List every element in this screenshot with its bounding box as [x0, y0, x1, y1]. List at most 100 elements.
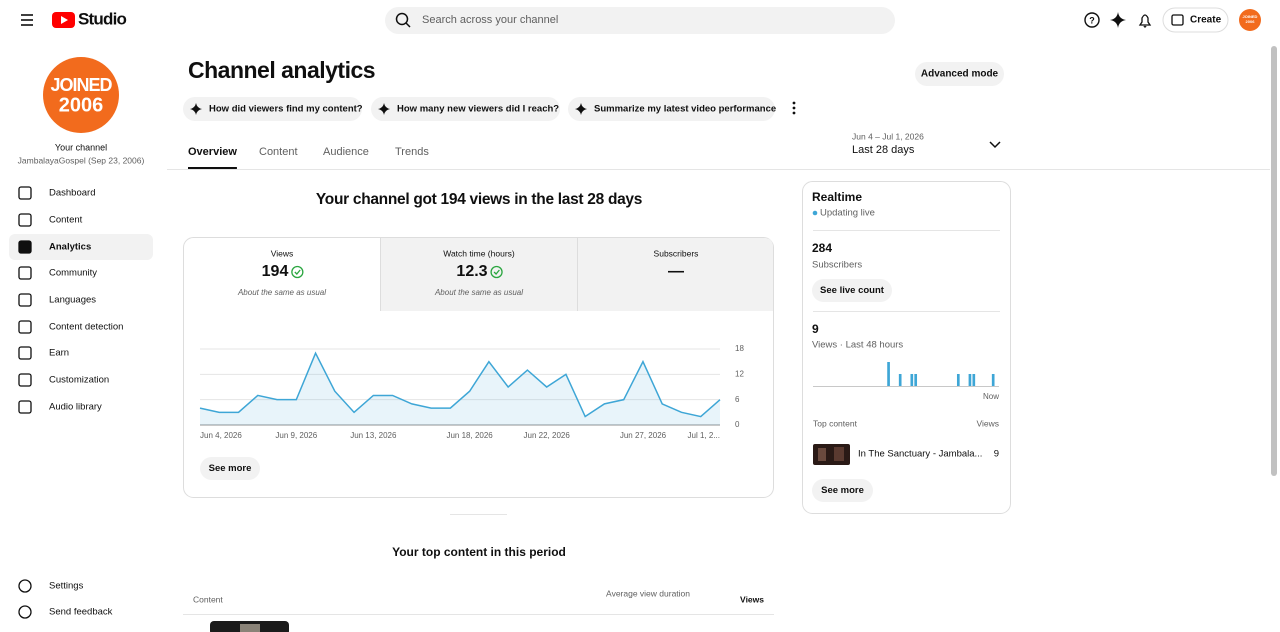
nav-icon: [18, 320, 32, 334]
chip[interactable]: [183, 97, 362, 121]
metric-label[interactable]: Subscribers: [654, 248, 699, 258]
line: [199, 351, 721, 418]
advanced-mode-label[interactable]: Advanced mode: [921, 69, 999, 80]
top-content-label: Top content: [813, 418, 858, 428]
table-header[interactable]: Average view duration: [606, 588, 690, 598]
channel-name: JambalayaGospel (Sep 23, 2006): [18, 155, 145, 165]
metric-note: About the same as usual: [237, 288, 326, 297]
x-tick-label: Jun 22, 2026: [524, 431, 571, 440]
create-label[interactable]: Create: [1190, 15, 1222, 26]
scrollbar-thumb[interactable]: [1271, 46, 1277, 476]
views-count: 9: [812, 322, 819, 336]
nav-item[interactable]: Analytics: [49, 242, 91, 253]
logo-text[interactable]: Studio: [78, 9, 127, 28]
metric-value[interactable]: 12.3: [456, 263, 487, 280]
chip-label[interactable]: How many new viewers did I reach?: [397, 104, 559, 115]
see-more-label[interactable]: See more: [821, 485, 864, 496]
see-live-count-button[interactable]: [812, 279, 892, 302]
nav-icon: [18, 400, 32, 414]
item-thumbnail-detail: [818, 448, 826, 461]
subscribers-label: Subscribers: [812, 260, 862, 271]
nav-item[interactable]: Content: [49, 215, 83, 226]
nav-icon: [18, 605, 32, 619]
nav: Dashboard Content Analytics Community Langua…: [9, 186, 153, 414]
date-dropdown[interactable]: [989, 141, 1001, 149]
table-header: Content: [193, 594, 223, 604]
metric-value[interactable]: —: [668, 263, 684, 280]
help-icon[interactable]: [1084, 12, 1100, 28]
views-header: Views: [976, 418, 999, 428]
x-tick-label: Jun 18, 2026: [446, 431, 493, 440]
nav-icon: [18, 266, 32, 280]
hamburger[interactable]: [21, 14, 33, 26]
notifications-icon[interactable]: [1138, 14, 1152, 28]
nav-item[interactable]: Community: [49, 268, 97, 279]
date-range[interactable]: Jun 4 – Jul 1, 2026: [852, 131, 924, 141]
nav-item[interactable]: Send feedback: [49, 607, 113, 618]
x-tick-label: Jun 27, 2026: [620, 431, 667, 440]
search-box[interactable]: [385, 7, 895, 34]
see-more-button[interactable]: [200, 457, 260, 480]
views-chart: 0 6 12 18 Jun 4, 2026 Jun 9, 2026 Jun 13, 2026…: [199, 344, 744, 440]
chip-label[interactable]: Summarize my latest video performance: [594, 104, 776, 115]
channel-avatar-text: 2006: [59, 94, 104, 116]
y-tick-label: 6: [735, 395, 740, 404]
account-avatar[interactable]: [1239, 9, 1261, 31]
metrics: Views 194 About the same as usual Watch tim…: [237, 248, 698, 297]
bar: [972, 374, 976, 386]
more-menu[interactable]: [792, 101, 796, 115]
ai-icon[interactable]: [1110, 12, 1126, 28]
realtime-chart: [813, 362, 999, 387]
check-icon: [291, 265, 304, 279]
y-tick-label: 0: [735, 420, 740, 429]
channel-label: Your channel: [55, 142, 107, 152]
see-more-label[interactable]: See more: [209, 463, 252, 474]
metric-label[interactable]: Views: [271, 248, 294, 258]
nav-item[interactable]: Settings: [49, 581, 84, 592]
bar: [910, 374, 914, 386]
realtime-card: [802, 181, 1011, 514]
tab[interactable]: Overview: [188, 146, 237, 158]
channel-avatar[interactable]: [43, 57, 119, 133]
nav-item[interactable]: Customization: [49, 375, 109, 386]
table-header[interactable]: Views: [740, 594, 764, 604]
search-placeholder[interactable]: Search across your channel: [422, 14, 558, 26]
nav-item[interactable]: Earn: [49, 348, 69, 359]
tab[interactable]: Audience: [323, 146, 369, 158]
create-icon: [1171, 14, 1184, 26]
nav-footer: Settings Send feedback: [18, 579, 113, 619]
views-label: Views · Last 48 hours: [812, 340, 903, 351]
nav-icon: [18, 373, 32, 387]
tab[interactable]: Trends: [395, 146, 429, 158]
chip-label[interactable]: How did viewers find my content?: [209, 104, 363, 115]
thumbnail-detail: [240, 624, 260, 632]
date-period[interactable]: Last 28 days: [852, 144, 915, 156]
create-button[interactable]: [1162, 7, 1229, 33]
y-tick-label: 18: [735, 344, 744, 353]
see-more-button[interactable]: [812, 479, 873, 502]
logo-play: [61, 16, 68, 24]
metric-label[interactable]: Watch time (hours): [443, 248, 515, 258]
live-dot: [812, 210, 818, 216]
tab[interactable]: Content: [259, 146, 298, 158]
item-thumbnail-detail: [834, 447, 844, 461]
y-tick-label: 12: [735, 369, 744, 378]
x-tick-label: Jun 13, 2026: [350, 431, 397, 440]
advanced-mode-button[interactable]: [915, 62, 1004, 86]
now-label: Now: [983, 392, 999, 401]
item-title[interactable]: In The Sanctuary - Jambala...: [858, 449, 982, 460]
chip[interactable]: [371, 97, 560, 121]
search-icon: [395, 12, 409, 26]
nav-icon: [18, 293, 32, 307]
nav-icon: [18, 240, 32, 254]
page-title: Channel analytics: [188, 57, 375, 83]
nav-item[interactable]: Languages: [49, 295, 96, 306]
nav-item[interactable]: Dashboard: [49, 188, 95, 199]
see-live-count-label[interactable]: See live count: [820, 285, 885, 296]
subscribers-count: 284: [812, 241, 832, 255]
chip[interactable]: [568, 97, 775, 121]
nav-item[interactable]: Audio library: [49, 402, 102, 413]
metric-value[interactable]: 194: [262, 263, 289, 280]
nav-item[interactable]: Content detection: [49, 322, 123, 333]
